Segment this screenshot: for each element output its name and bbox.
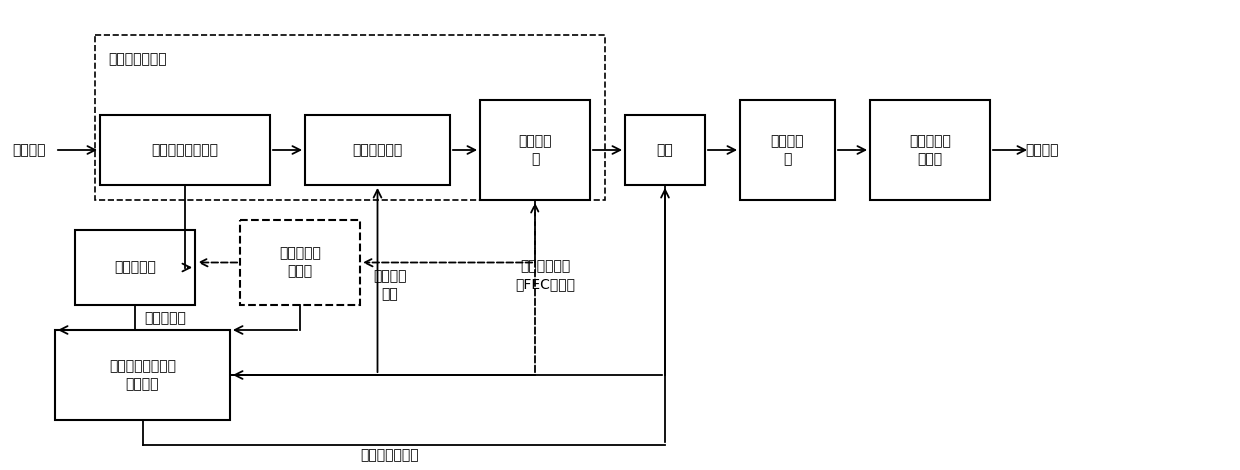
Bar (870, 100, 990, 200)
Text: 编码模式选择: 编码模式选择 (352, 143, 403, 157)
Text: 信道编码
器: 信道编码 器 (518, 134, 552, 166)
Bar (305, 115, 450, 185)
Text: 重建视频: 重建视频 (1025, 143, 1059, 157)
Text: 信道解码
器: 信道解码 器 (771, 134, 805, 166)
Text: 纠错后的丢包率: 纠错后的丢包率 (361, 448, 419, 462)
Text: 多视点视频编码: 多视点视频编码 (108, 52, 166, 66)
Text: 失真度模型: 失真度模型 (114, 260, 156, 274)
Bar (74, 230, 195, 305)
Text: 多视点视频
解码器: 多视点视频 解码器 (909, 134, 951, 166)
Text: 最优信道参数
（FEC码率）: 最优信道参数 （FEC码率） (515, 259, 575, 291)
Text: 联合信源信道的率
失真优化: 联合信源信道的率 失真优化 (109, 359, 176, 391)
Bar (740, 100, 835, 200)
Text: 虚拟的信道
编码器: 虚拟的信道 编码器 (279, 246, 321, 279)
Bar (241, 220, 360, 305)
Text: 最优信源
参数: 最优信源 参数 (373, 269, 407, 301)
Bar (480, 100, 590, 200)
Bar (95, 35, 605, 200)
Bar (100, 115, 270, 185)
Bar (625, 115, 706, 185)
Text: 视频序列: 视频序列 (12, 143, 46, 157)
Bar (55, 330, 229, 420)
Text: 信道参数集: 信道参数集 (144, 311, 186, 325)
Text: 运动视差补偿预测: 运动视差补偿预测 (151, 143, 218, 157)
Text: 信道: 信道 (657, 143, 673, 157)
